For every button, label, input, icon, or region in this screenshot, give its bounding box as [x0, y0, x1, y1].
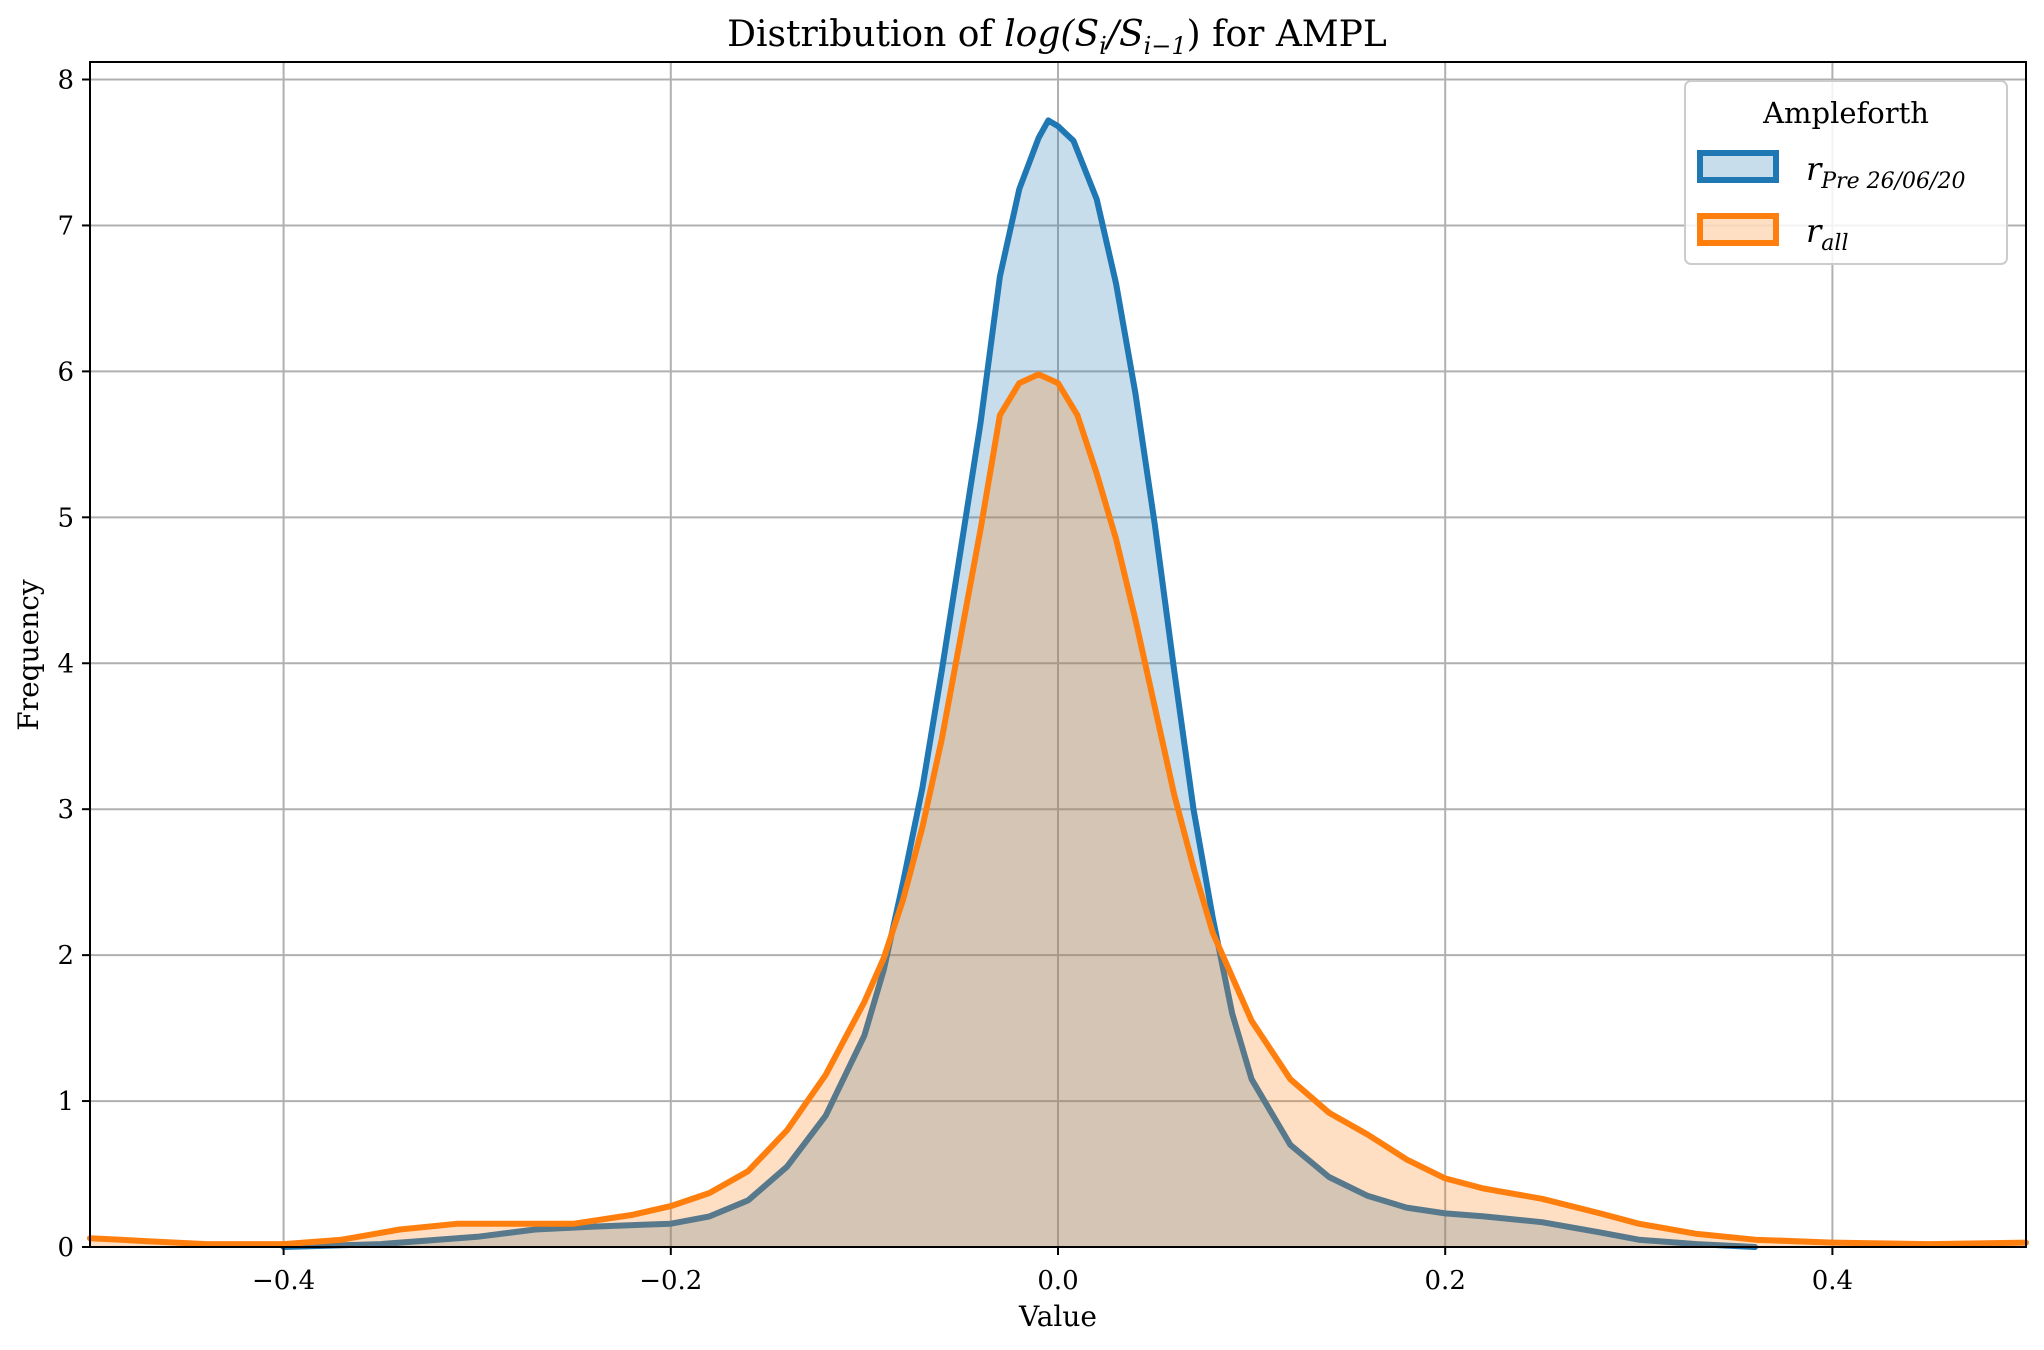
x-tick-label: −0.4 — [252, 1266, 315, 1296]
x-tick-label: 0.2 — [1425, 1266, 1466, 1296]
y-tick-label: 4 — [57, 649, 74, 679]
series-line-0 — [280, 117, 1758, 1250]
y-tick-label: 7 — [57, 211, 74, 241]
y-tick-label: 0 — [57, 1233, 74, 1263]
grid-lines — [90, 62, 2026, 1248]
legend-swatch-pre — [1697, 150, 1779, 183]
y-tick-label: 8 — [57, 66, 74, 96]
legend: Ampleforth rPre 26/06/20 rall — [1684, 80, 2008, 265]
series-line-1 — [87, 371, 2029, 1248]
series-layer — [87, 117, 2029, 1250]
legend-title: Ampleforth — [1762, 96, 1929, 130]
y-tick-label: 2 — [57, 941, 74, 971]
legend-label-pre: rPre 26/06/20 — [1806, 150, 1965, 194]
y-axis-ticks: 0 1 2 3 4 5 6 7 8 — [57, 66, 90, 1263]
y-tick-label: 5 — [57, 503, 74, 533]
y-tick-label: 3 — [57, 795, 74, 825]
series-fill-0 — [283, 120, 1756, 1247]
x-axis-ticks: −0.4 −0.2 0.0 0.2 0.4 — [252, 1247, 1853, 1296]
y-tick-label: 1 — [57, 1087, 74, 1117]
chart-title: Distribution of log(Si/Si−1) for AMPL — [727, 14, 1387, 60]
y-axis-label: Frequency — [12, 579, 45, 731]
y-tick-label: 6 — [57, 357, 74, 387]
x-tick-label: 0.4 — [1812, 1266, 1853, 1296]
series-fill-1 — [90, 374, 2026, 1247]
x-axis-label: Value — [1018, 1300, 1097, 1333]
legend-swatch-all — [1697, 213, 1779, 246]
legend-label-all: rall — [1806, 212, 1849, 256]
x-tick-label: −0.2 — [639, 1266, 702, 1296]
x-tick-label: 0.0 — [1037, 1266, 1078, 1296]
